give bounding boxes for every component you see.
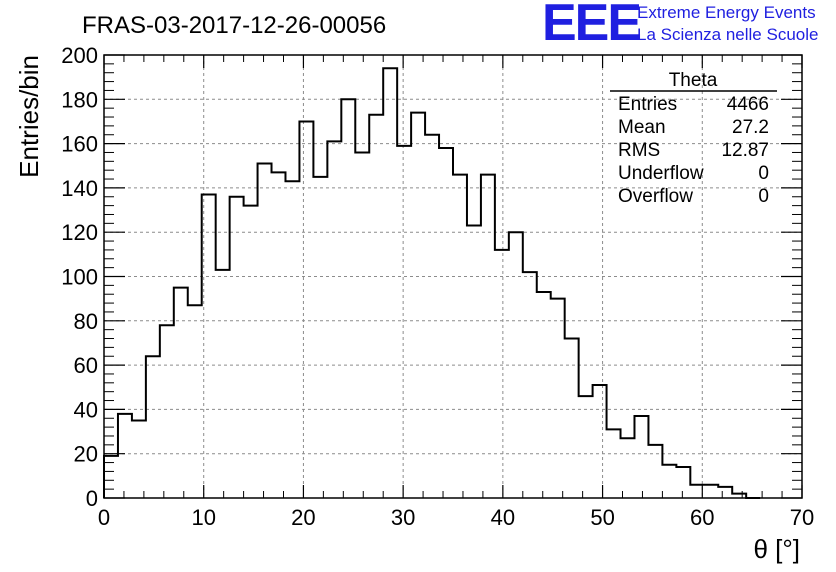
eee-logo-mark: EEE [542,0,640,52]
y-tick-label: 20 [74,442,98,467]
stats-row-value: 12.87 [721,140,769,161]
y-tick-label: 40 [74,397,98,422]
stats-row-label: Mean [618,117,666,138]
plot-title: FRAS-03-2017-12-26-00056 [82,12,386,39]
stats-row-value: 27.2 [732,117,769,138]
x-tick-labels: 0 10 20 30 40 50 60 70 [98,505,814,530]
grid-lines [104,55,802,498]
eee-logo: EEE Extreme Energy Events La Scienza nel… [542,0,818,52]
stats-row-value: 0 [758,186,769,207]
y-tick-labels: 0 20 40 60 80 100 120 140 160 180 200 [61,43,98,511]
y-tick-label: 120 [61,220,98,245]
stats-row-value: 0 [758,163,769,184]
x-tick-label: 70 [790,505,814,530]
x-tick-label: 30 [391,505,415,530]
plot-border [103,54,803,499]
y-tick-label: 200 [61,43,98,68]
histogram-series-line [103,67,761,499]
stats-row-label: Underflow [618,163,704,184]
y-tick-label: 60 [74,353,98,378]
y-tick-label: 140 [61,176,98,201]
y-tick-label: 0 [86,486,98,511]
x-tick-label: 20 [291,505,315,530]
x-tick-label: 60 [690,505,714,530]
stats-row-label: Overflow [618,186,693,207]
y-tick-label: 160 [61,132,98,157]
y-axis-title: Entries/bin [14,55,44,178]
y-tick-label: 80 [74,309,98,334]
x-tick-label: 10 [191,505,215,530]
x-tick-label: 0 [98,505,110,530]
stats-box: Theta Entries 4466 Mean 27.2 RMS 12.87 Underfl… [610,70,777,207]
eee-logo-line1: Extreme Energy Events [637,3,816,22]
x-axis-title: θ [°] [753,534,800,564]
y-tick-label: 100 [61,265,98,290]
stats-row-value: 4466 [727,94,769,115]
x-tick-label: 50 [590,505,614,530]
stats-box-title: Theta [669,70,718,91]
eee-logo-line2: La Scienza nelle Scuole [637,25,818,44]
stats-row-label: Entries [618,94,677,115]
x-tick-label: 40 [491,505,515,530]
stats-row-label: RMS [618,140,660,161]
y-tick-label: 180 [61,87,98,112]
